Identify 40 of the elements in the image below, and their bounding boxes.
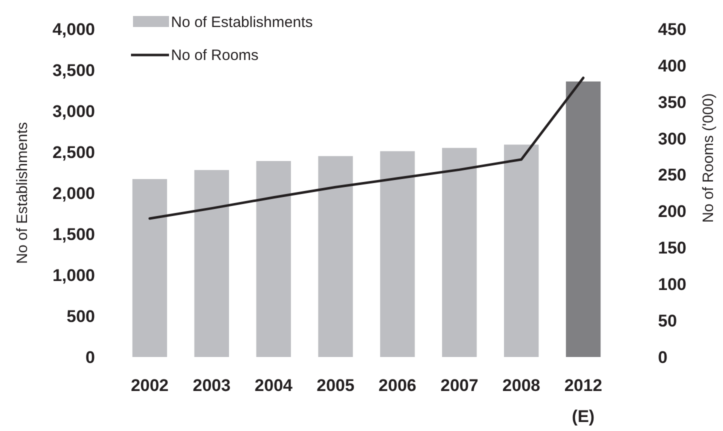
y2-tick-label: 150 <box>658 238 686 258</box>
y-axis-title: No of Establishments <box>14 122 31 264</box>
x-tick-label: 2012 (E) <box>564 376 602 426</box>
y2-tick-label: 400 <box>658 56 686 76</box>
y2-tick-label: 50 <box>658 312 677 331</box>
y-tick-label: 4,000 <box>52 20 95 39</box>
y2-tick-label: 200 <box>658 202 686 222</box>
bar <box>380 151 415 357</box>
y2-tick-label: 100 <box>658 275 686 294</box>
y-tick-label: 2,500 <box>52 142 95 162</box>
y-tick-label: 1,500 <box>52 224 95 244</box>
legend-label: No of Rooms <box>171 47 259 64</box>
y-tick-label: 0 <box>86 348 95 367</box>
legend-label: No of Establishments <box>171 14 313 31</box>
bar <box>566 81 601 357</box>
x-tick-label: 2008 <box>502 376 540 395</box>
bar <box>442 148 477 357</box>
bar <box>256 161 291 357</box>
y2-tick-label: 250 <box>658 166 686 185</box>
y2-tick-label: 300 <box>658 129 686 148</box>
x-tick-label: 2003 <box>192 376 231 395</box>
x-tick-label: 2002 <box>130 376 169 395</box>
bar <box>132 179 168 357</box>
x-tick-label: 2004 <box>254 376 294 395</box>
x-tick-label: 2006 <box>378 376 416 395</box>
bar <box>194 170 230 357</box>
y-tick-label: 3,500 <box>52 60 95 80</box>
y-tick-label: 1,000 <box>52 266 95 285</box>
line-series <box>148 76 585 220</box>
y2-axis-title: No of Rooms ('000) <box>700 93 717 223</box>
y2-tick-label: 350 <box>658 92 686 112</box>
y2-tick-label: 450 <box>658 20 686 39</box>
x-tick-label: 2007 <box>440 376 478 395</box>
y2-tick-label: 0 <box>658 348 668 367</box>
x-tick-label: 2005 <box>316 376 354 395</box>
y-tick-label: 3,000 <box>52 102 95 121</box>
bar <box>504 144 539 357</box>
bar <box>318 156 353 357</box>
y-tick-label: 2,000 <box>52 184 95 203</box>
y-tick-label: 500 <box>66 306 95 326</box>
